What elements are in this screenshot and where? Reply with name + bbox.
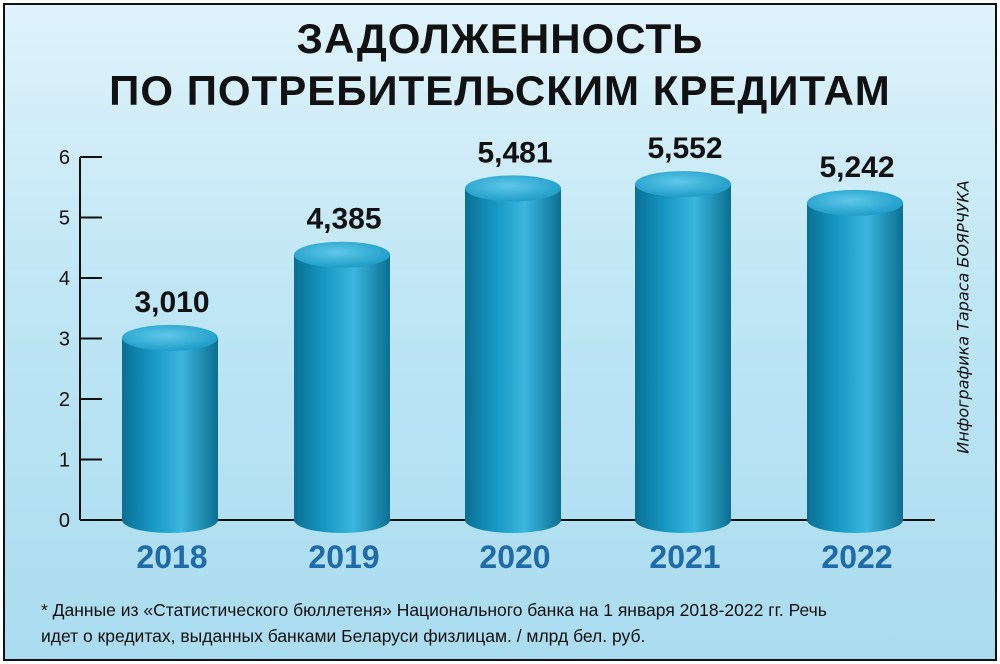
footnote-line2: идет о кредитах, выданных банками Белару… <box>41 626 646 646</box>
y-tick-label: 3 <box>59 329 70 351</box>
bar-top <box>635 171 731 198</box>
y-tick-label: 0 <box>59 510 70 532</box>
bar-top <box>122 324 218 351</box>
x-tick-label: 2021 <box>649 539 720 575</box>
footnote-line1: * Данные из «Статистического бюллетеня» … <box>41 600 827 620</box>
y-tick-label: 4 <box>59 268 70 290</box>
bar-2018 <box>122 324 218 533</box>
bar-2020 <box>465 175 561 533</box>
data-label: 4,385 <box>306 203 381 236</box>
bar-2019 <box>294 241 390 533</box>
author-credit: Инфографика Тараса БОЯРЧУКА <box>953 180 973 454</box>
data-label: 5,552 <box>647 132 722 165</box>
infographic-frame: ЗАДОЛЖЕННОСТЬ ПО ПОТРЕБИТЕЛЬСКИМ КРЕДИТА… <box>3 3 997 661</box>
bar-chart: 0 1 2 3 4 5 6 3,010 2018 4,385 2019 5,481 2020 5,552 2… <box>59 132 935 575</box>
bar-2021 <box>635 171 731 533</box>
bar-top <box>294 241 390 268</box>
bar-body <box>635 184 731 533</box>
bar-top <box>807 189 903 216</box>
x-tick-label: 2020 <box>479 539 550 575</box>
bar-body <box>294 254 390 533</box>
y-tick-label: 6 <box>59 147 70 169</box>
chart-title-line2: ПО ПОТРЕБИТЕЛЬСКИМ КРЕДИТАМ <box>109 67 891 114</box>
footnote: * Данные из «Статистического бюллетеня» … <box>41 597 961 649</box>
bar-2022 <box>807 189 903 533</box>
bar-body <box>807 202 903 533</box>
bar-body <box>122 337 218 533</box>
bar-top <box>465 175 561 202</box>
data-label: 5,242 <box>819 151 894 184</box>
data-label: 5,481 <box>477 136 552 169</box>
data-label: 3,010 <box>134 286 209 319</box>
y-tick-label: 1 <box>59 450 70 472</box>
x-tick-label: 2018 <box>136 539 207 575</box>
chart-title-line1: ЗАДОЛЖЕННОСТЬ <box>296 15 704 62</box>
x-tick-label: 2019 <box>308 539 379 575</box>
y-tick-label: 2 <box>59 389 70 411</box>
bar-body <box>465 188 561 533</box>
x-tick-label: 2022 <box>821 539 892 575</box>
y-tick-label: 5 <box>59 208 70 230</box>
